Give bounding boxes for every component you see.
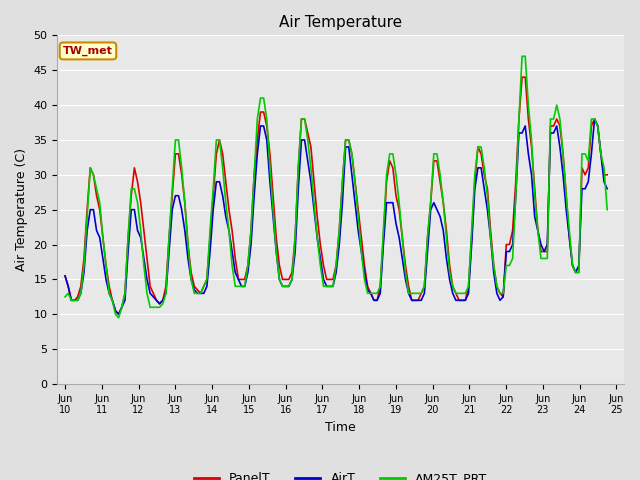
AirT — [547, 130, 554, 136]
AirT — [604, 186, 611, 192]
AirT — [477, 165, 485, 171]
Legend: PanelT, AirT, AM25T_PRT: PanelT, AirT, AM25T_PRT — [189, 467, 493, 480]
AM25T_PRT — [518, 53, 526, 59]
PanelT — [604, 172, 611, 178]
AirT — [361, 270, 369, 276]
AM25T_PRT — [477, 144, 485, 150]
AM25T_PRT — [263, 116, 271, 122]
AM25T_PRT — [115, 315, 122, 321]
PanelT — [477, 151, 485, 157]
Line: PanelT: PanelT — [65, 77, 607, 314]
PanelT — [115, 312, 122, 317]
AirT — [61, 273, 69, 279]
PanelT — [361, 263, 369, 268]
PanelT — [263, 123, 271, 129]
AM25T_PRT — [458, 290, 466, 296]
X-axis label: Time: Time — [325, 421, 356, 434]
Text: TW_met: TW_met — [63, 46, 113, 56]
PanelT — [61, 273, 69, 279]
AM25T_PRT — [61, 294, 69, 300]
AM25T_PRT — [361, 276, 369, 282]
PanelT — [458, 298, 466, 303]
AirT — [326, 284, 333, 289]
AM25T_PRT — [604, 207, 611, 213]
Line: AM25T_PRT: AM25T_PRT — [65, 56, 607, 318]
AM25T_PRT — [550, 116, 557, 122]
AirT — [458, 298, 466, 303]
AM25T_PRT — [326, 284, 333, 289]
AirT — [591, 116, 598, 122]
PanelT — [326, 276, 333, 282]
Y-axis label: Air Temperature (C): Air Temperature (C) — [15, 148, 28, 271]
Title: Air Temperature: Air Temperature — [279, 15, 403, 30]
PanelT — [518, 74, 526, 80]
Line: AirT: AirT — [65, 119, 607, 314]
AirT — [263, 137, 271, 143]
AirT — [115, 312, 122, 317]
PanelT — [550, 123, 557, 129]
